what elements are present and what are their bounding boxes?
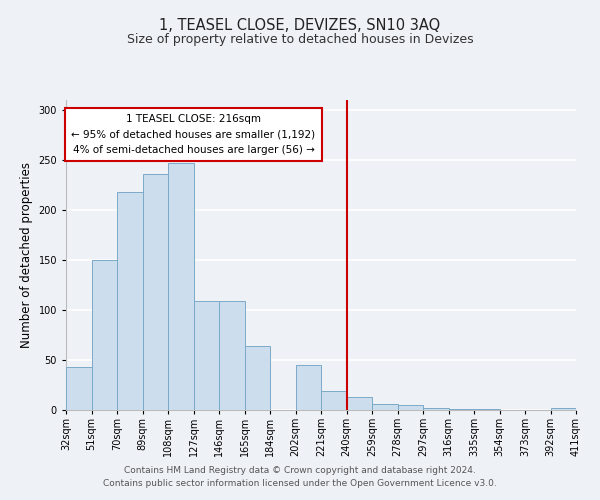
Bar [398, 405, 423, 410]
Bar [245, 346, 270, 410]
Bar [321, 391, 347, 410]
Y-axis label: Number of detached properties: Number of detached properties [20, 162, 33, 348]
Bar [372, 404, 398, 410]
Text: Contains HM Land Registry data © Crown copyright and database right 2024.
Contai: Contains HM Land Registry data © Crown c… [103, 466, 497, 487]
Bar [117, 192, 143, 410]
Bar [66, 367, 91, 410]
Bar [474, 409, 499, 410]
Bar [449, 409, 474, 410]
Bar [423, 408, 449, 410]
Bar [91, 260, 117, 410]
Bar [219, 301, 245, 410]
Bar [551, 408, 576, 410]
Text: 1 TEASEL CLOSE: 216sqm
← 95% of detached houses are smaller (1,192)
4% of semi-d: 1 TEASEL CLOSE: 216sqm ← 95% of detached… [71, 114, 316, 155]
Text: 1, TEASEL CLOSE, DEVIZES, SN10 3AQ: 1, TEASEL CLOSE, DEVIZES, SN10 3AQ [160, 18, 440, 32]
Bar [143, 174, 168, 410]
Bar [347, 397, 372, 410]
Bar [193, 301, 219, 410]
Bar [296, 365, 321, 410]
Text: Size of property relative to detached houses in Devizes: Size of property relative to detached ho… [127, 32, 473, 46]
Bar [168, 163, 193, 410]
